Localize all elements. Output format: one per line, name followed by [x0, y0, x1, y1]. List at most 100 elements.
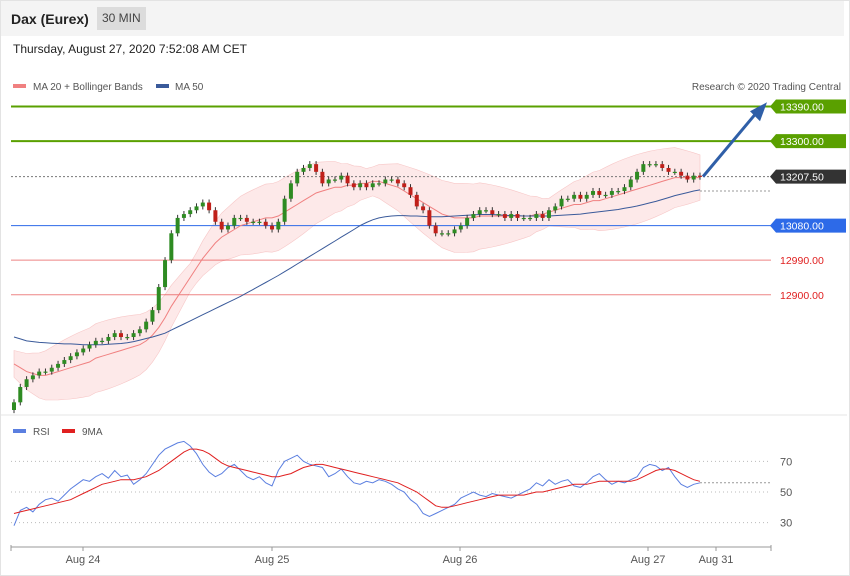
level-badge-resistance	[770, 99, 846, 114]
candle-body	[100, 340, 105, 343]
legend-label-rsi-ma: 9MA	[82, 427, 103, 438]
candle-body	[307, 164, 312, 168]
candle-body	[635, 171, 640, 180]
candle-body	[24, 379, 29, 387]
rsi-lines	[13, 440, 770, 526]
candle-body	[156, 287, 161, 311]
candle-body	[320, 171, 325, 184]
candle-body	[232, 217, 237, 226]
candle-body	[578, 194, 583, 199]
candle-body	[351, 183, 356, 188]
legend-label-ma20: MA 20 + Bollinger Bands	[33, 82, 143, 93]
candle-body	[698, 175, 702, 177]
candle-body	[181, 214, 186, 218]
candle-body	[137, 329, 142, 334]
candle-body	[125, 337, 130, 339]
candle-body	[609, 191, 614, 195]
candle-body	[603, 194, 608, 197]
legend-swatch-ma50	[156, 84, 169, 88]
x-tick-label: Aug 25	[255, 554, 290, 566]
candle-body	[163, 260, 168, 288]
level-label-pivot: 13080.00	[780, 221, 824, 233]
candle-body	[452, 229, 457, 234]
level-label-support: 12990.00	[780, 255, 824, 267]
candle-body	[244, 217, 249, 222]
candle-body	[301, 167, 306, 172]
candle-body	[408, 187, 413, 195]
candle-body	[150, 310, 155, 322]
level-label-last: 13207.50	[780, 172, 824, 184]
candle-body	[414, 194, 419, 207]
candle-body	[251, 221, 256, 223]
candle-body	[490, 210, 495, 215]
candle-body	[502, 214, 507, 218]
candle-body	[402, 183, 407, 188]
candle-body	[282, 198, 287, 222]
candle-body	[263, 221, 268, 226]
candle-body	[12, 402, 16, 410]
timeframe-button[interactable]: 30 MIN	[97, 7, 146, 30]
candle-body	[238, 217, 243, 220]
candle-body	[112, 333, 117, 338]
candle-body	[276, 221, 281, 230]
ma50-line	[13, 189, 701, 346]
candle-body	[219, 221, 224, 230]
candle-body	[521, 217, 526, 220]
candle-body	[200, 202, 205, 207]
candle-body	[383, 179, 388, 184]
copyright-text: Research © 2020 Trading Central	[692, 82, 841, 93]
candle-body	[421, 206, 426, 211]
candle-body	[685, 175, 690, 180]
rsi-line	[13, 440, 701, 526]
candle-body	[496, 214, 501, 216]
forecast-arrow	[701, 102, 767, 178]
candle-body	[515, 214, 520, 218]
candle-body	[471, 214, 476, 218]
candle-body	[194, 206, 199, 211]
candle-body	[647, 164, 652, 166]
candle-body	[225, 225, 230, 230]
candle-body	[622, 187, 627, 192]
candle-body	[106, 337, 111, 341]
x-tick-label: Aug 24	[66, 554, 101, 566]
candle-body	[439, 233, 444, 235]
candle-body	[118, 333, 123, 338]
forecast-arrow-shaft	[701, 112, 758, 178]
candle-body	[389, 179, 394, 181]
candle-body	[546, 210, 551, 218]
candle-body	[446, 233, 451, 235]
candle-body	[339, 175, 344, 180]
candle-body	[175, 217, 180, 234]
candle-body	[572, 194, 577, 199]
candle-body	[87, 344, 92, 349]
candle-body	[345, 175, 350, 184]
legend-label-ma50: MA 50	[175, 82, 204, 93]
candle-body	[270, 225, 275, 230]
candle-body	[528, 217, 533, 220]
candle-body	[433, 225, 438, 234]
candle-body	[49, 367, 54, 372]
candle-body	[81, 348, 86, 353]
bollinger-band-area	[13, 147, 701, 401]
candle-body	[188, 210, 193, 215]
candle-body	[666, 167, 671, 172]
candle-body	[295, 171, 300, 184]
price-level-labels: 13390.00 13300.00 13207.50 13080.00 12990.00…	[770, 99, 846, 302]
candle-body	[358, 183, 363, 188]
candle-body	[257, 221, 262, 223]
candle-body	[660, 164, 665, 168]
timestamp: Thursday, August 27, 2020 7:52:08 AM CET	[13, 42, 247, 56]
legend-swatch-ma20	[13, 84, 26, 88]
candle-body	[672, 171, 677, 174]
candle-body	[427, 210, 432, 226]
candle-body	[131, 333, 136, 338]
x-axis-ticks: Aug 24 Aug 25 Aug 26 Aug 27 Aug 31	[10, 545, 772, 566]
candle-body	[30, 375, 35, 380]
level-badge-resistance	[770, 134, 846, 149]
candle-body	[509, 214, 514, 218]
candle-body	[56, 363, 61, 368]
candle-body	[395, 179, 400, 184]
legend-swatch-rsi-ma	[62, 429, 75, 433]
candle-body	[326, 179, 331, 184]
